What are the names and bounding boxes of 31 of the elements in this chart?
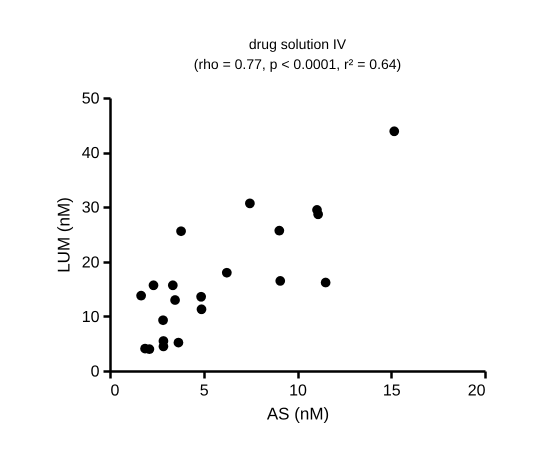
y-tick-label: 50: [82, 90, 100, 108]
point: [174, 338, 184, 348]
point: [196, 292, 206, 302]
point: [168, 280, 178, 290]
y-tick-label: 0: [90, 364, 100, 380]
y-tick-label: 30: [82, 200, 100, 217]
point: [274, 226, 284, 236]
y-tick-label: 10: [82, 308, 100, 326]
point: [245, 198, 255, 208]
point: [148, 280, 158, 290]
point: [136, 290, 146, 301]
point: [176, 226, 186, 236]
x-tick-label: 0: [110, 382, 120, 400]
point: [275, 276, 286, 286]
x-tick-label: 5: [200, 382, 209, 400]
chart-title: drug solution IV: [248, 36, 347, 52]
y-axis-title: LUM (nM): [54, 197, 74, 273]
point: [313, 209, 323, 220]
point: [196, 304, 206, 314]
point: [158, 315, 168, 326]
x-axis-title: AS (nM): [266, 404, 330, 424]
point: [389, 126, 400, 136]
point: [222, 268, 232, 278]
x-tick-label: 10: [289, 382, 307, 400]
point: [320, 278, 330, 288]
chart-subtitle: (rho = 0.77, p < 0.0001, r² = 0.64): [194, 56, 402, 72]
point: [170, 295, 180, 305]
x-tick-label: 15: [382, 382, 401, 400]
x-tick-label: 20: [468, 382, 486, 400]
y-tick-label: 20: [82, 254, 100, 272]
y-tick-label: 40: [82, 145, 100, 162]
